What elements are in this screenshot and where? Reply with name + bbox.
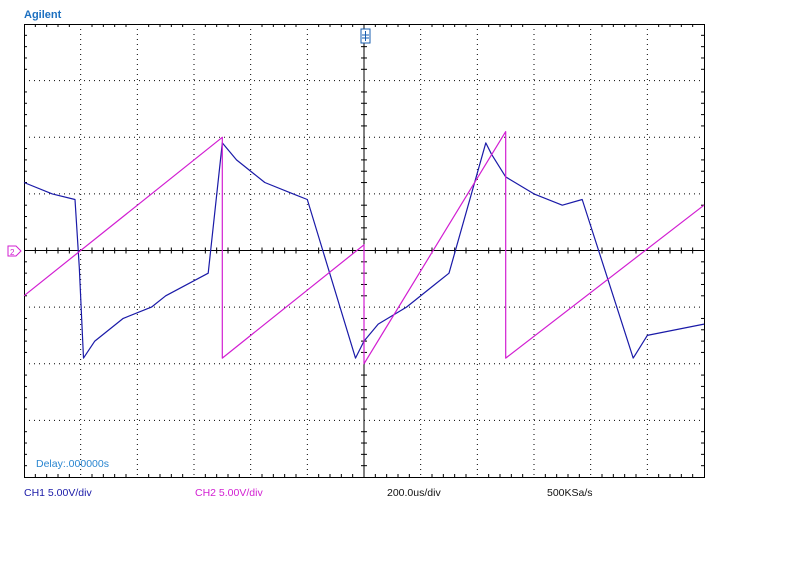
graticule [24, 24, 705, 478]
traces [23, 131, 705, 365]
trigger-marker [360, 28, 371, 44]
timebase-label: 200.0us/div [387, 487, 441, 499]
ch2-scale-label: CH2 5.00V/div [195, 487, 263, 499]
ch1-scale-label: CH1 5.00V/div [24, 487, 92, 499]
svg-text:2: 2 [10, 248, 15, 257]
brand-logo: Agilent [24, 9, 62, 21]
trace-ch2 [23, 131, 705, 365]
ch2-ground-marker: 2 [7, 245, 22, 257]
trace-ch1 [23, 142, 705, 359]
sample-rate-label: 500KSa/s [547, 487, 593, 499]
delay-readout: Delay:.000000s [36, 458, 109, 470]
